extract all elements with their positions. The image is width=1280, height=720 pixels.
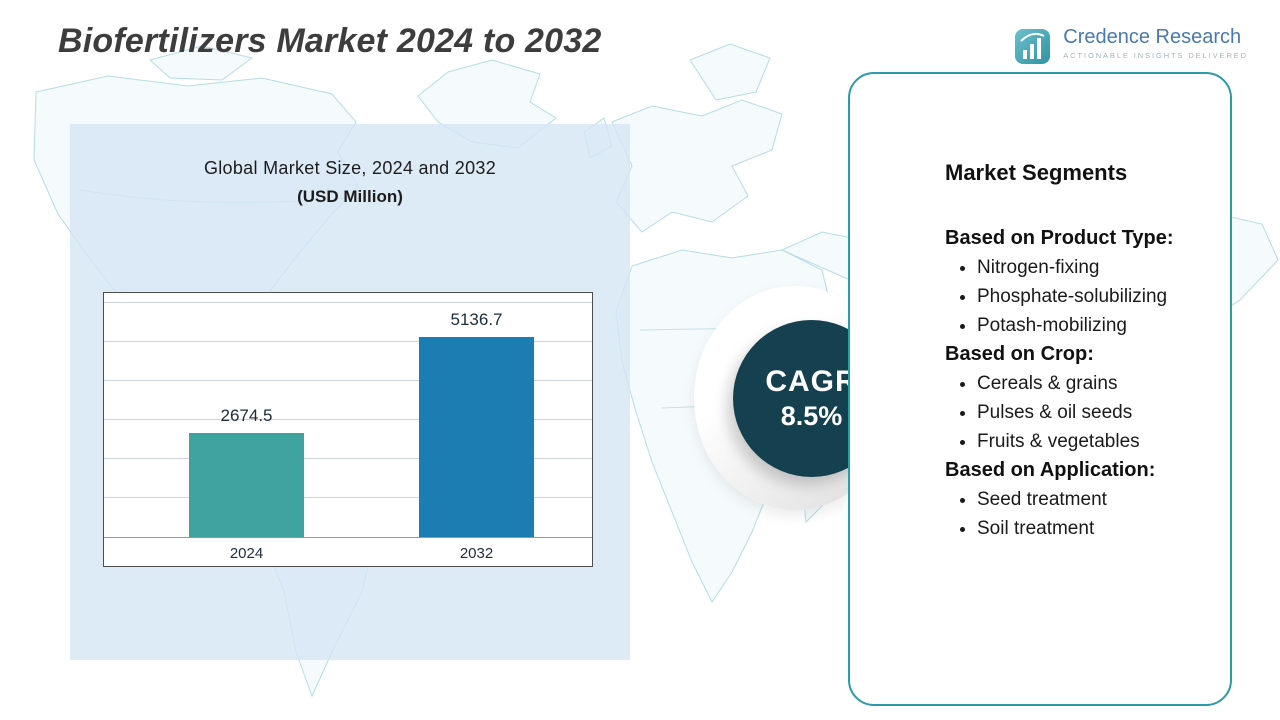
list-item: Phosphate-solubilizing [977,282,1190,311]
list-item: Soil treatment [977,514,1190,543]
chart-title: Global Market Size, 2024 and 2032 [203,158,497,178]
segment-list-application: Seed treatment Soil treatment [945,485,1190,543]
list-item: Nitrogen-fixing [977,253,1190,282]
segments-title: Market Segments [945,160,1128,185]
segment-list-product-type: Nitrogen-fixing Phosphate-solubilizing P… [945,253,1190,340]
credence-logo-icon [1015,29,1051,64]
chart-subtitle: (USD Million) [297,187,403,206]
bar-chart: 2674.5 5136.7 2024 2032 [103,292,593,567]
cagr-label: CAGR [765,365,858,398]
bar-column-2032: 5136.7 [419,303,534,537]
list-item: Cereals & grains [977,369,1190,398]
bar-value-2024: 2674.5 [220,405,273,425]
bar-column-2024: 2674.5 [189,303,304,537]
segment-list-crop: Cereals & grains Pulses & oil seeds Frui… [945,369,1190,456]
logo-name: Credence Research [1063,26,1242,48]
logo-tagline: Actionable Insights Delivered [1063,51,1248,60]
bar-value-2032: 5136.7 [450,309,503,329]
market-size-panel: Global Market Size, 2024 and 2032 (USD M… [70,124,630,660]
bar-2032 [419,336,534,537]
x-label-2024: 2024 [229,545,264,562]
segment-heading-product-type: Based on Product Type: [945,227,1174,249]
cagr-value: 8.5% [780,401,843,431]
credence-logo: Credence Research Actionable Insights De… [1013,26,1248,66]
bar-2024 [189,432,304,537]
segment-heading-crop: Based on Crop: [945,343,1094,365]
segments-panel: Market Segments Based on Product Type: N… [848,72,1232,706]
list-item: Fruits & vegetables [977,427,1190,456]
chart-plot: 2674.5 5136.7 [104,302,592,538]
page-title: Biofertilizers Market 2024 to 2032 [58,22,602,60]
list-item: Pulses & oil seeds [977,398,1190,427]
list-item: Seed treatment [977,485,1190,514]
x-label-2032: 2032 [459,545,494,562]
list-item: Potash-mobilizing [977,311,1190,340]
segment-heading-application: Based on Application: [945,459,1156,481]
